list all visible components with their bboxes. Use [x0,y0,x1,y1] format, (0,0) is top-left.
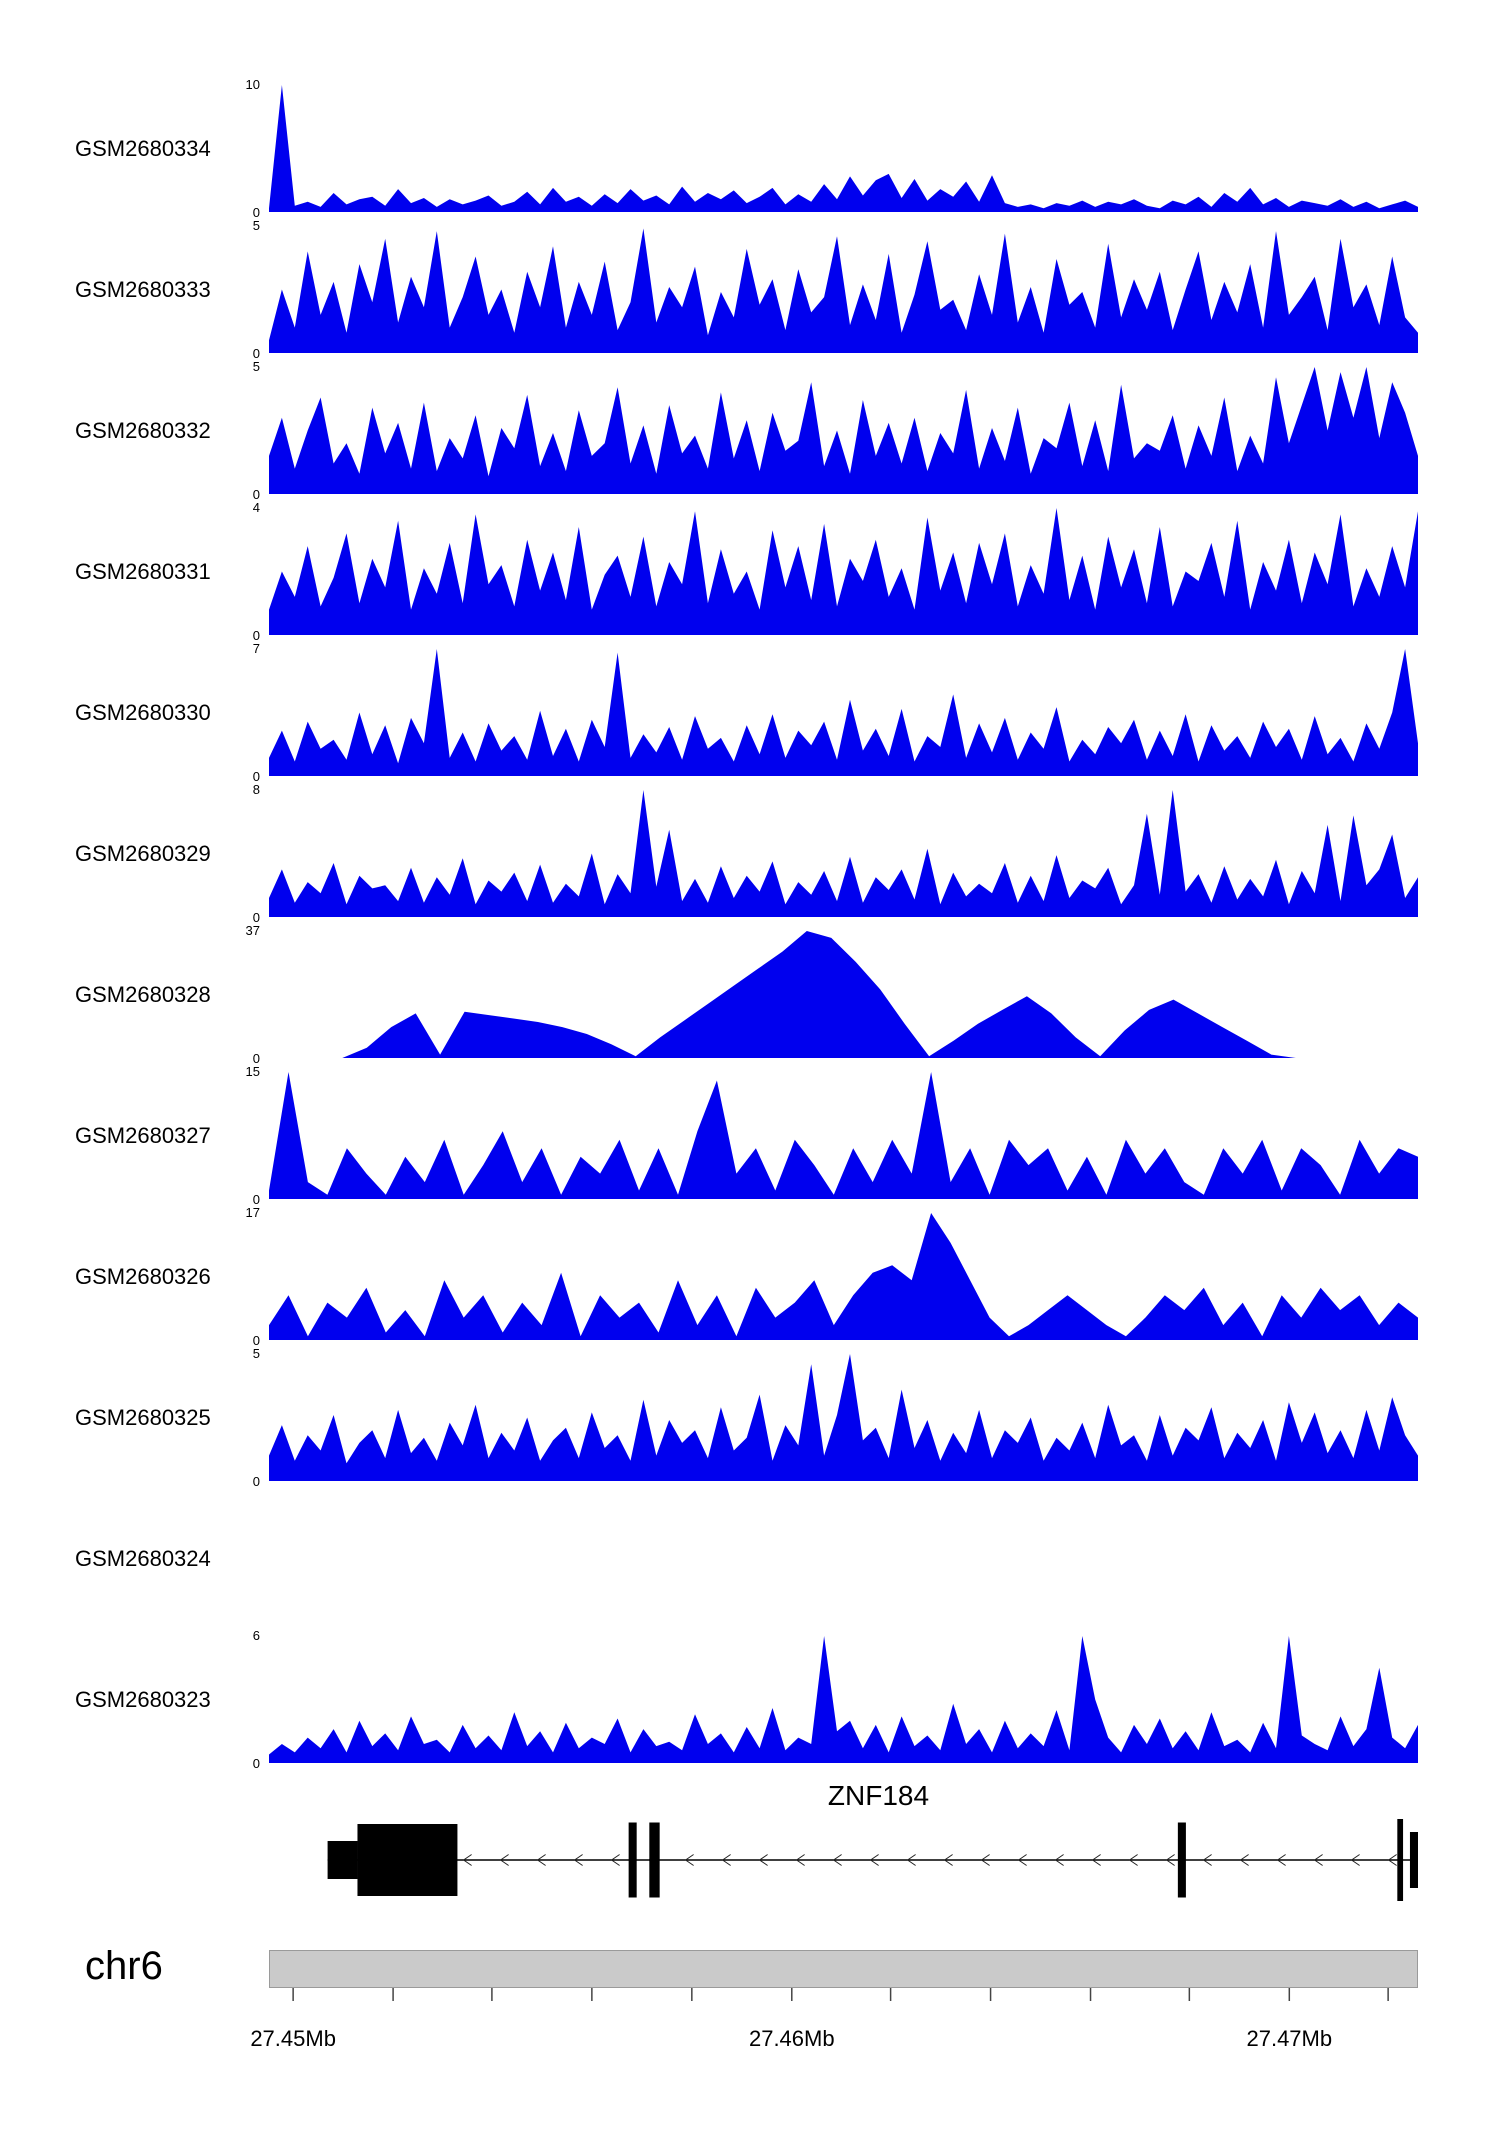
y-axis-max: 10 [245,77,260,92]
chromosome-label: chr6 [85,1944,163,1988]
track-label-GSM2680328: GSM2680328 [75,981,211,1007]
strand-arrow-left-icon [499,1854,509,1866]
strand-arrow-left-icon [906,1854,916,1866]
strand-arrow-left-icon [1128,1854,1138,1866]
strand-arrow-left-icon [1054,1854,1064,1866]
y-axis-zero: 0 [252,910,260,925]
coverage-plot [269,1213,1418,1340]
track-label-GSM2680331: GSM2680331 [75,558,211,584]
y-axis-zero: 0 [252,1051,260,1066]
strand-arrow-left-icon [536,1854,546,1866]
strand-arrow-left-icon [1313,1854,1323,1866]
track-label-GSM2680323: GSM2680323 [75,1686,211,1712]
track-GSM2680332: GSM2680332 5 0 [0,359,1500,502]
strand-arrow-left-icon [832,1854,842,1866]
coordinate-label: 27.47Mb [1246,2026,1333,2051]
y-axis-max: 5 [252,359,260,374]
track-GSM2680326: GSM2680326 17 0 [0,1205,1500,1348]
track-GSM2680333: GSM2680333 5 0 [0,218,1500,361]
strand-arrow-left-icon [869,1854,879,1866]
exon-block [1177,1822,1186,1898]
y-axis-zero: 0 [252,487,260,502]
strand-arrow-left-icon [1165,1854,1175,1866]
coverage-plot [269,508,1418,635]
strand-arrow-left-icon [1017,1854,1027,1866]
chromosome-bar [269,1950,1418,1988]
y-axis-zero: 0 [252,1333,260,1348]
coverage-plot [269,1636,1418,1763]
exon-block [628,1822,637,1898]
y-axis-zero: 0 [252,1192,260,1207]
track-GSM2680324: GSM2680324 [0,1495,1500,1622]
track-GSM2680323: GSM2680323 6 0 [0,1628,1500,1771]
coordinate-label: 27.46Mb [748,2026,835,2051]
track-label-GSM2680332: GSM2680332 [75,417,211,443]
y-axis-max: 5 [252,218,260,233]
strand-arrow-left-icon [721,1854,731,1866]
strand-arrow-left-icon [610,1854,620,1866]
exon-block [327,1841,358,1879]
track-label-GSM2680327: GSM2680327 [75,1122,211,1148]
y-axis-zero: 0 [252,628,260,643]
strand-arrow-left-icon [1202,1854,1212,1866]
exon-block [1409,1832,1418,1888]
track-label-GSM2680324: GSM2680324 [75,1545,211,1571]
track-GSM2680330: GSM2680330 7 0 [0,641,1500,784]
track-label-GSM2680334: GSM2680334 [75,135,211,161]
track-label-GSM2680330: GSM2680330 [75,699,211,725]
track-label-GSM2680325: GSM2680325 [75,1404,211,1430]
coverage-plot [269,228,1418,353]
y-axis-max: 37 [245,923,260,938]
track-GSM2680325: GSM2680325 5 0 [0,1346,1500,1489]
strand-arrow-left-icon [462,1854,472,1866]
y-axis-max: 6 [252,1628,260,1643]
track-GSM2680331: GSM2680331 4 0 [0,500,1500,643]
coverage-plot [269,1354,1418,1481]
coverage-plot [269,790,1418,917]
y-axis-zero: 0 [252,1756,260,1771]
y-axis-max: 17 [245,1205,260,1220]
y-axis-max: 5 [252,1346,260,1361]
strand-arrow-left-icon [795,1854,805,1866]
y-axis-max: 15 [245,1064,260,1079]
strand-arrow-left-icon [1387,1854,1397,1866]
track-label-GSM2680329: GSM2680329 [75,840,211,866]
y-axis-zero: 0 [252,205,260,220]
strand-arrow-left-icon [573,1854,583,1866]
strand-arrow-left-icon [684,1854,694,1866]
strand-arrow-left-icon [1091,1854,1101,1866]
y-axis-max: 8 [252,782,260,797]
coverage-plot [269,649,1418,776]
strand-arrow-left-icon [943,1854,953,1866]
y-axis-zero: 0 [252,769,260,784]
y-axis-max: 7 [252,641,260,656]
coverage-plot [269,367,1418,494]
coverage-plot [269,1072,1418,1199]
track-GSM2680329: GSM2680329 8 0 [0,782,1500,925]
track-label-GSM2680333: GSM2680333 [75,276,211,302]
coverage-plot [269,931,1418,1058]
exon-block [1397,1819,1404,1901]
track-GSM2680327: GSM2680327 15 0 [0,1064,1500,1207]
y-axis-zero: 0 [252,1474,260,1489]
ruler-ticks [292,1988,1389,2001]
track-GSM2680328: GSM2680328 37 0 [0,923,1500,1066]
strand-arrow-left-icon [1276,1854,1286,1866]
coverage-plot [269,85,1418,212]
exon-block [649,1822,660,1898]
strand-arrow-left-icon [758,1854,768,1866]
gene-name-label: ZNF184 [827,1780,930,1811]
coordinate-label: 27.45Mb [250,2026,336,2051]
track-GSM2680334: GSM2680334 10 0 [0,77,1500,220]
y-axis-zero: 0 [252,346,260,361]
strand-arrow-left-icon [1239,1854,1249,1866]
track-label-GSM2680326: GSM2680326 [75,1263,211,1289]
strand-arrow-left-icon [980,1854,990,1866]
y-axis-max: 4 [252,500,260,515]
strand-arrow-left-icon [1350,1854,1360,1866]
exon-block [357,1824,458,1896]
gene-model [327,1819,1418,1901]
